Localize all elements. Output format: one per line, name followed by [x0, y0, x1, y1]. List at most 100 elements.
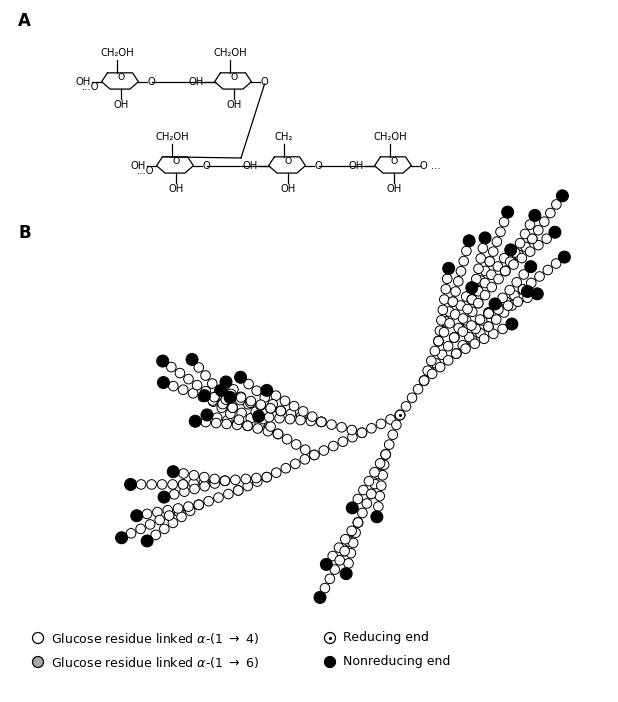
Circle shape [194, 500, 203, 510]
Text: CH₂OH: CH₂OH [100, 48, 133, 58]
Circle shape [509, 260, 519, 270]
Circle shape [210, 479, 219, 489]
Text: OH: OH [131, 161, 146, 171]
Text: Nonreducing end: Nonreducing end [343, 656, 451, 668]
Circle shape [266, 422, 276, 431]
Circle shape [467, 295, 476, 305]
Circle shape [463, 234, 475, 247]
Circle shape [506, 318, 518, 330]
Circle shape [376, 481, 386, 491]
Circle shape [499, 253, 509, 263]
Circle shape [141, 535, 153, 547]
Circle shape [375, 491, 384, 501]
Circle shape [168, 518, 178, 528]
Text: Glucose residue linked $\alpha$-(1 $\rightarrow$ 6): Glucose residue linked $\alpha$-(1 $\rig… [51, 654, 260, 670]
Circle shape [395, 410, 405, 420]
Text: CH₂OH: CH₂OH [213, 48, 247, 58]
Circle shape [327, 420, 336, 430]
Circle shape [552, 199, 561, 209]
Circle shape [370, 468, 379, 477]
Circle shape [445, 319, 454, 328]
Circle shape [427, 369, 437, 378]
Circle shape [33, 656, 43, 668]
Circle shape [227, 403, 237, 413]
Circle shape [340, 546, 349, 556]
Circle shape [434, 336, 443, 346]
Circle shape [346, 548, 356, 558]
Circle shape [298, 406, 308, 416]
Circle shape [377, 460, 387, 469]
Circle shape [494, 274, 503, 284]
Circle shape [514, 250, 523, 260]
Circle shape [496, 227, 506, 237]
Circle shape [484, 309, 493, 318]
Circle shape [459, 256, 468, 266]
Circle shape [493, 262, 502, 271]
Circle shape [419, 376, 429, 385]
Circle shape [456, 267, 466, 276]
Circle shape [485, 257, 494, 266]
Circle shape [218, 399, 227, 409]
Circle shape [392, 420, 401, 430]
Circle shape [262, 472, 271, 482]
Circle shape [243, 481, 253, 491]
Text: O: O [231, 73, 238, 81]
Circle shape [266, 404, 276, 413]
Circle shape [236, 392, 246, 402]
Circle shape [438, 305, 447, 314]
Circle shape [227, 403, 237, 413]
Circle shape [491, 314, 501, 324]
Circle shape [319, 446, 329, 456]
Circle shape [290, 459, 300, 469]
Circle shape [498, 324, 507, 333]
Circle shape [438, 326, 447, 336]
Circle shape [449, 333, 459, 343]
Circle shape [448, 297, 457, 307]
Circle shape [505, 285, 514, 295]
Circle shape [236, 392, 246, 402]
Text: OH: OH [387, 184, 402, 194]
Circle shape [507, 300, 517, 310]
Circle shape [540, 217, 549, 227]
Circle shape [466, 282, 478, 293]
Circle shape [151, 530, 161, 540]
Circle shape [214, 387, 224, 397]
Circle shape [501, 266, 510, 276]
Circle shape [542, 234, 551, 244]
Circle shape [155, 515, 164, 525]
Circle shape [211, 418, 221, 428]
Circle shape [546, 208, 555, 218]
Circle shape [467, 307, 477, 317]
Circle shape [438, 350, 447, 359]
Circle shape [366, 489, 376, 498]
Circle shape [340, 546, 349, 556]
Circle shape [378, 470, 387, 480]
Circle shape [235, 395, 245, 405]
Circle shape [442, 274, 452, 284]
Text: O: O [260, 77, 268, 86]
Circle shape [316, 417, 326, 427]
Text: O: O [391, 157, 398, 166]
Circle shape [237, 408, 247, 418]
Circle shape [244, 379, 253, 389]
Circle shape [310, 450, 319, 460]
Circle shape [232, 420, 242, 430]
Circle shape [178, 479, 188, 489]
Circle shape [463, 304, 472, 314]
Circle shape [215, 384, 227, 397]
Circle shape [510, 291, 519, 300]
Circle shape [501, 266, 510, 276]
Circle shape [276, 406, 286, 416]
Circle shape [506, 257, 515, 267]
Circle shape [376, 419, 386, 429]
Circle shape [136, 524, 145, 534]
Circle shape [204, 496, 213, 506]
Circle shape [243, 421, 252, 430]
Circle shape [252, 386, 261, 395]
Circle shape [451, 310, 460, 319]
Circle shape [210, 392, 219, 402]
Circle shape [426, 356, 436, 366]
Circle shape [448, 297, 457, 307]
Circle shape [386, 415, 396, 424]
Circle shape [263, 426, 273, 436]
